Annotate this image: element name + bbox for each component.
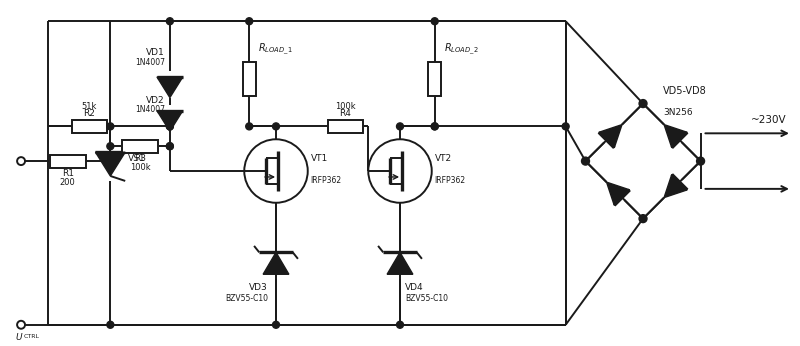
Text: U: U: [16, 333, 22, 342]
Text: $R_{LOAD\_1}$: $R_{LOAD\_1}$: [258, 42, 293, 57]
Circle shape: [107, 143, 114, 150]
Text: BZV55-C10: BZV55-C10: [405, 294, 448, 303]
Text: R2: R2: [83, 109, 95, 118]
Circle shape: [246, 18, 253, 25]
Polygon shape: [606, 182, 630, 205]
Circle shape: [166, 143, 174, 150]
Text: 200: 200: [60, 178, 75, 187]
Text: R3: R3: [134, 154, 146, 163]
Text: 51k: 51k: [82, 101, 98, 110]
Bar: [327, 120, 363, 133]
Text: VD3: VD3: [250, 283, 268, 292]
Bar: [242, 62, 256, 95]
Circle shape: [273, 123, 279, 130]
Circle shape: [562, 123, 569, 130]
Circle shape: [166, 123, 174, 130]
Bar: [50, 155, 86, 167]
Polygon shape: [157, 77, 182, 98]
Circle shape: [582, 157, 590, 165]
Circle shape: [431, 18, 438, 25]
Text: CTRL: CTRL: [24, 334, 40, 339]
Polygon shape: [664, 174, 687, 198]
Text: VS1: VS1: [128, 154, 146, 163]
Text: VD5-VD8: VD5-VD8: [663, 85, 706, 95]
Polygon shape: [387, 252, 413, 274]
Text: 1N4007: 1N4007: [135, 106, 165, 115]
Circle shape: [166, 143, 174, 150]
Text: 100k: 100k: [130, 163, 150, 172]
Circle shape: [397, 321, 403, 328]
Bar: [122, 140, 158, 153]
Text: VD2: VD2: [146, 95, 165, 104]
Text: R4: R4: [339, 109, 351, 118]
Text: ~230V: ~230V: [751, 115, 787, 125]
Circle shape: [107, 321, 114, 328]
Circle shape: [246, 123, 253, 130]
Polygon shape: [263, 252, 289, 274]
Text: R1: R1: [62, 169, 74, 178]
Text: VT1: VT1: [310, 154, 328, 163]
Text: BZV55-C10: BZV55-C10: [225, 294, 268, 303]
Text: 1N4007: 1N4007: [135, 58, 165, 67]
Bar: [428, 62, 441, 95]
Text: 3N256: 3N256: [663, 108, 693, 117]
Circle shape: [273, 321, 279, 328]
Bar: [72, 120, 107, 133]
Text: 100k: 100k: [335, 101, 356, 110]
Polygon shape: [664, 125, 687, 148]
Text: $R_{LOAD\_2}$: $R_{LOAD\_2}$: [444, 42, 478, 57]
Circle shape: [639, 100, 647, 108]
Text: VT2: VT2: [434, 154, 452, 163]
Circle shape: [697, 157, 705, 165]
Circle shape: [431, 123, 438, 130]
Circle shape: [639, 215, 647, 222]
Circle shape: [397, 123, 403, 130]
Text: VD1: VD1: [146, 48, 165, 57]
Text: IRFP362: IRFP362: [434, 176, 466, 185]
Text: IRFP362: IRFP362: [310, 176, 342, 185]
Circle shape: [431, 123, 438, 130]
Circle shape: [107, 123, 114, 130]
Polygon shape: [599, 125, 622, 148]
Polygon shape: [95, 152, 126, 176]
Circle shape: [166, 18, 174, 25]
Text: VD4: VD4: [405, 283, 423, 292]
Circle shape: [166, 123, 174, 130]
Polygon shape: [157, 111, 182, 131]
